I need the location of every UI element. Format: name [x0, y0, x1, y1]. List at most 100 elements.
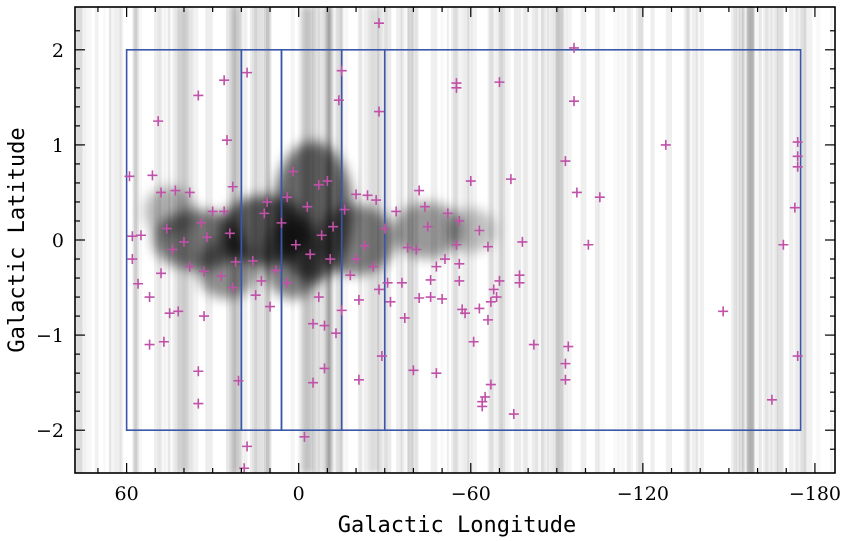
data-point [308, 318, 319, 329]
data-point [376, 351, 387, 362]
map-streak [683, 7, 690, 473]
data-point [374, 18, 384, 29]
map-streak [806, 7, 813, 473]
data-point [474, 225, 485, 236]
map-streak [525, 7, 529, 473]
data-point [339, 204, 350, 215]
data-point [282, 277, 293, 288]
data-point [193, 90, 204, 101]
map-streak [531, 7, 539, 473]
map-streak [618, 7, 623, 473]
data-point [411, 244, 422, 255]
y-tick-label: 2 [52, 40, 64, 62]
map-streak [816, 7, 820, 473]
data-point [144, 339, 155, 350]
data-point [391, 206, 402, 217]
data-point [250, 290, 261, 301]
map-streak [132, 7, 139, 473]
data-point [505, 174, 516, 185]
map-streak [686, 7, 690, 473]
data-point [425, 274, 436, 285]
data-point [124, 171, 135, 182]
map-streak [759, 7, 763, 473]
map-streak [529, 7, 532, 473]
data-point [290, 239, 301, 250]
data-point [199, 266, 210, 277]
y-tick-label: −2 [36, 420, 64, 442]
x-tick-label: 0 [293, 483, 305, 505]
map-streak [541, 7, 545, 473]
data-point [184, 261, 195, 272]
map-streak [765, 7, 772, 473]
map-streak [665, 7, 673, 473]
data-point [560, 358, 571, 369]
y-tick-label: 0 [52, 230, 64, 252]
data-point [351, 254, 362, 265]
data-point [193, 398, 204, 409]
data-point [259, 208, 270, 219]
map-streak [598, 7, 605, 473]
data-point [491, 292, 502, 303]
map-dense-region [262, 219, 323, 300]
map-streak [770, 7, 779, 473]
data-point [133, 278, 144, 289]
map-streak [580, 7, 587, 473]
map-streak [550, 7, 563, 473]
map-streak [736, 7, 744, 473]
data-point [178, 236, 189, 247]
data-point [319, 320, 330, 331]
data-point [164, 308, 175, 319]
data-point [156, 187, 167, 198]
data-point [227, 181, 238, 192]
data-point [431, 261, 442, 272]
data-point [242, 67, 253, 78]
data-point [147, 170, 158, 181]
data-point [494, 275, 505, 286]
data-point [792, 151, 803, 162]
map-streak [367, 7, 380, 473]
map-streak [84, 7, 92, 473]
map-streak [635, 7, 644, 473]
map-streak [650, 7, 655, 473]
data-point [419, 201, 430, 212]
map-streak [638, 7, 644, 473]
data-point [227, 282, 238, 293]
data-point [528, 339, 539, 350]
data-point [196, 217, 207, 228]
data-point [201, 232, 212, 243]
data-point [485, 296, 496, 307]
map-streak [692, 7, 698, 473]
x-axis-title: Galactic Longitude [338, 513, 576, 538]
data-point [265, 301, 276, 312]
x-tick-labels: 60 0 −60 −120 −180 [115, 483, 841, 505]
data-point [305, 249, 316, 260]
data-point [560, 156, 571, 167]
data-point [336, 65, 347, 76]
data-point [414, 293, 425, 304]
data-point [374, 284, 384, 295]
x-tick-label: −180 [789, 483, 841, 505]
data-point [216, 271, 227, 282]
data-point [468, 336, 479, 347]
data-point [442, 208, 453, 219]
data-point [396, 277, 407, 288]
data-point [262, 196, 273, 207]
data-point [328, 221, 339, 232]
data-point [660, 139, 671, 150]
data-point [184, 187, 195, 198]
map-streak [800, 7, 807, 473]
map-streak [789, 7, 794, 473]
data-point [474, 303, 485, 314]
data-point [158, 336, 169, 347]
data-point [792, 137, 803, 148]
survey-region-5 [383, 48, 802, 432]
map-streak [775, 7, 777, 473]
data-point [454, 258, 465, 269]
data-point [161, 223, 172, 234]
data-point [282, 192, 293, 203]
map-streak [108, 7, 112, 473]
map-streak [229, 7, 242, 473]
map-streak [594, 7, 600, 473]
data-point [353, 374, 364, 385]
data-point [517, 236, 528, 247]
